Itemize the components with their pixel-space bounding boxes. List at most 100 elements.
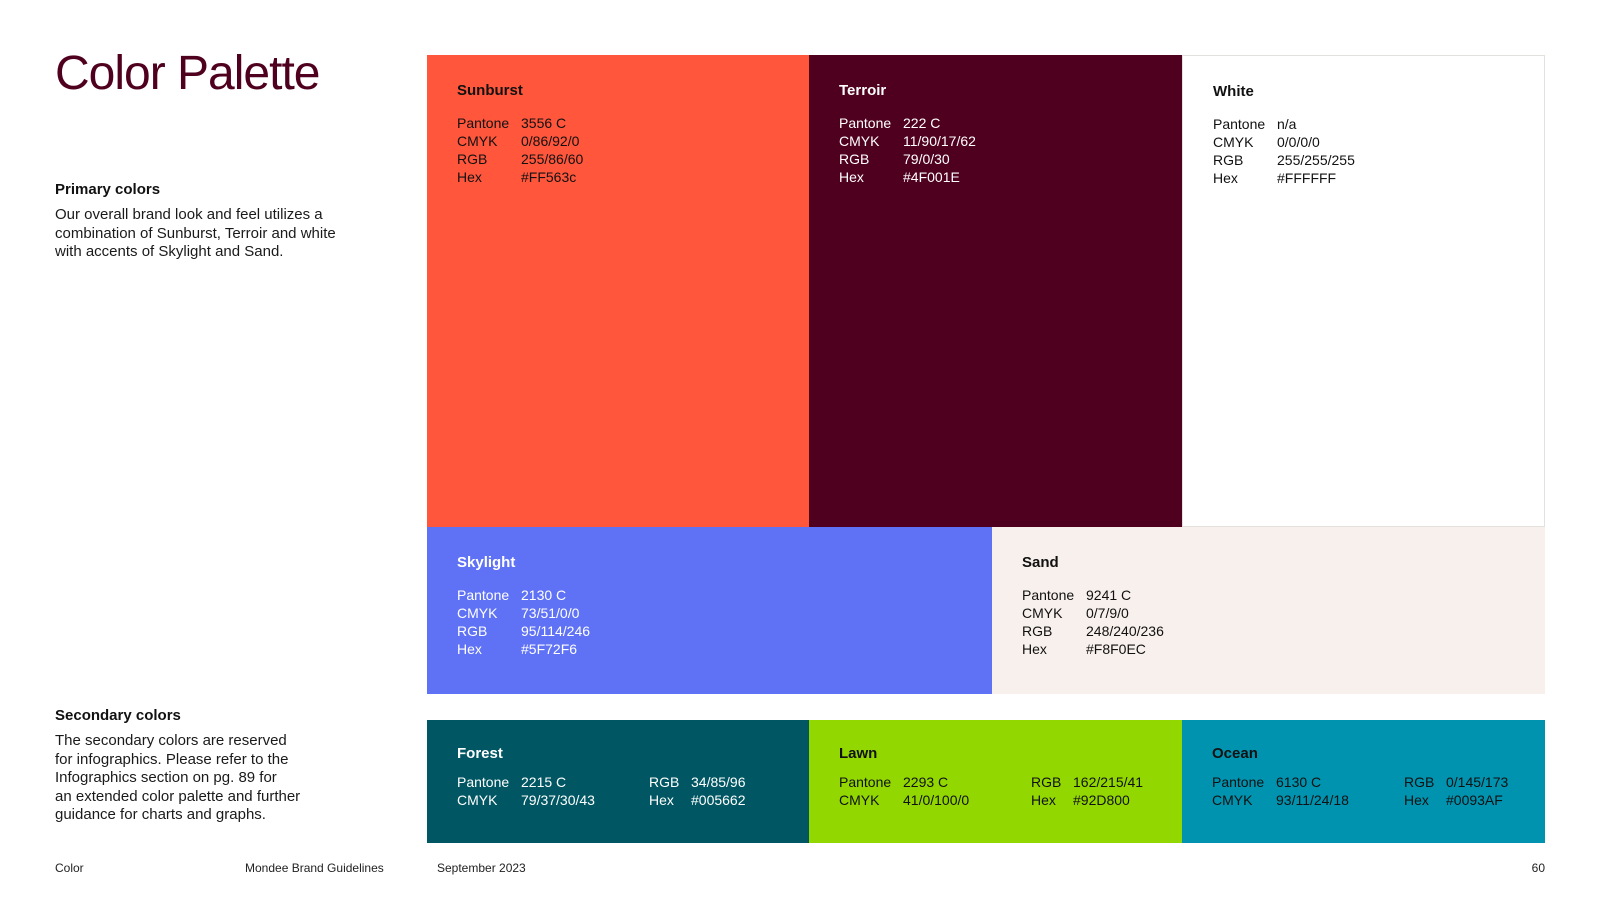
spec-label-cmyk: CMYK	[457, 605, 498, 621]
spec-label-rgb: RGB	[1404, 774, 1435, 790]
swatch-name: Sand	[1022, 554, 1059, 571]
secondary-colors-heading: Secondary colors	[55, 707, 181, 724]
spec-value-hex: #FFFFFF	[1277, 170, 1337, 186]
primary-colors-heading: Primary colors	[55, 181, 161, 198]
spec-label-hex: Hex	[1404, 792, 1429, 808]
footer-document-title: Mondee Brand Guidelines	[245, 861, 384, 875]
spec-label-cmyk: CMYK	[1212, 792, 1253, 808]
spec-label-hex: Hex	[649, 792, 674, 808]
spec-label-rgb: RGB	[457, 623, 488, 639]
spec-value-rgb: 79/0/30	[903, 151, 950, 167]
secondary-colors-body: The secondary colors are reserved for in…	[55, 732, 301, 823]
page-title: Color Palette	[55, 47, 320, 100]
primary-colors-body: Our overall brand look and feel utilizes…	[55, 206, 336, 260]
spec-value-hex: #FF563c	[521, 169, 577, 185]
spec-label-rgb: RGB	[839, 151, 870, 167]
swatch-name: Sunburst	[457, 82, 523, 99]
spec-value-pantone: n/a	[1277, 116, 1297, 132]
swatch-name: Skylight	[457, 554, 516, 571]
spec-value-rgb: 95/114/246	[521, 623, 591, 639]
spec-value-pantone: 9241 C	[1086, 587, 1132, 603]
spec-label-pantone: Pantone	[1022, 587, 1075, 603]
spec-label-pantone: Pantone	[1213, 116, 1266, 132]
footer-section-label: Color	[55, 861, 84, 875]
swatch-spec: Pantone 6130 C CMYK 93/11/24/18 RGB 0/145/1…	[1212, 773, 1515, 809]
spec-value-pantone: 6130 C	[1276, 774, 1322, 790]
spec-label-hex: Hex	[457, 641, 482, 657]
swatch-name: Terroir	[839, 82, 887, 99]
spec-label-cmyk: CMYK	[839, 792, 880, 808]
spec-value-hex: #4F001E	[903, 169, 960, 185]
secondary-colors-intro: Secondary colors The secondary colors ar…	[55, 707, 375, 825]
spec-value-hex: #5F72F6	[521, 641, 578, 657]
spec-label-hex: Hex	[1213, 170, 1238, 186]
spec-value-pantone: 222 C	[903, 115, 941, 131]
spec-value-rgb: 248/240/236	[1086, 623, 1164, 639]
spec-label-cmyk: CMYK	[1213, 134, 1254, 150]
swatch-sunburst: Sunburst Pantone 3556 C CMYK 0/86/92/0 RGB…	[427, 55, 809, 527]
swatch-spec: Pantone 3556 C CMYK 0/86/92/0 RGB 255/86/60…	[457, 114, 779, 186]
spec-value-cmyk: 0/0/0/0	[1277, 134, 1320, 150]
swatch-ocean: Ocean Pantone 6130 C CMYK 93/11/24/18 RGB 0…	[1182, 720, 1545, 843]
swatch-spec: Pantone 2293 C CMYK 41/0/100/0 RGB 162/215/…	[839, 773, 1152, 809]
swatch-white: White Pantone n/a CMYK 0/0/0/0 RGB 255/255/…	[1182, 55, 1545, 527]
footer-page-number: 60	[1531, 861, 1545, 875]
spec-value-rgb: 255/255/255	[1277, 152, 1355, 168]
spec-label-pantone: Pantone	[457, 115, 510, 131]
spec-value-cmyk: 0/7/9/0	[1086, 605, 1129, 621]
spec-label-pantone: Pantone	[1212, 774, 1265, 790]
swatch-skylight: Skylight Pantone 2130 C CMYK 73/51/0/0 RGB…	[427, 527, 992, 694]
swatch-spec: Pantone n/a CMYK 0/0/0/0 RGB 255/255/255 He…	[1213, 115, 1514, 187]
swatch-sand: Sand Pantone 9241 C CMYK 0/7/9/0 RGB 248/24…	[992, 527, 1545, 694]
spec-value-rgb: 255/86/60	[521, 151, 584, 167]
spec-label-pantone: Pantone	[457, 774, 510, 790]
swatch-terroir: Terroir Pantone 222 C CMYK 11/90/17/62 RGB…	[809, 55, 1182, 527]
footer-date: September 2023	[437, 861, 526, 875]
swatch-forest: Forest Pantone 2215 C CMYK 79/37/30/43 RGB…	[427, 720, 809, 843]
spec-value-cmyk: 41/0/100/0	[903, 792, 970, 808]
spec-label-rgb: RGB	[457, 151, 488, 167]
spec-value-cmyk: 73/51/0/0	[521, 605, 580, 621]
spec-value-pantone: 3556 C	[521, 115, 567, 131]
spec-label-cmyk: CMYK	[839, 133, 880, 149]
swatch-name: White	[1213, 83, 1254, 100]
spec-label-hex: Hex	[1022, 641, 1047, 657]
swatch-name: Lawn	[839, 745, 878, 762]
spec-label-pantone: Pantone	[839, 774, 892, 790]
spec-value-hex: #F8F0EC	[1086, 641, 1146, 657]
spec-value-pantone: 2130 C	[521, 587, 567, 603]
spec-value-rgb: 162/215/41	[1073, 774, 1144, 790]
spec-label-pantone: Pantone	[457, 587, 510, 603]
spec-label-rgb: RGB	[1031, 774, 1062, 790]
spec-value-cmyk: 11/90/17/62	[903, 133, 976, 149]
spec-label-hex: Hex	[839, 169, 864, 185]
spec-value-hex: #92D800	[1073, 792, 1130, 808]
spec-label-rgb: RGB	[1213, 152, 1244, 168]
spec-value-pantone: 2215 C	[521, 774, 567, 790]
spec-value-pantone: 2293 C	[903, 774, 949, 790]
swatch-spec: Pantone 2215 C CMYK 79/37/30/43 RGB 34/85/9…	[457, 773, 779, 809]
spec-value-rgb: 34/85/96	[691, 774, 746, 790]
swatch-name: Forest	[457, 745, 503, 762]
swatch-spec: Pantone 2130 C CMYK 73/51/0/0 RGB 95/114/24…	[457, 586, 962, 658]
swatch-lawn: Lawn Pantone 2293 C CMYK 41/0/100/0 RGB 162…	[809, 720, 1182, 843]
swatch-name: Ocean	[1212, 745, 1258, 762]
spec-value-cmyk: 93/11/24/18	[1276, 792, 1349, 808]
spec-value-hex: #005662	[691, 792, 746, 808]
spec-label-cmyk: CMYK	[1022, 605, 1063, 621]
spec-value-cmyk: 0/86/92/0	[521, 133, 580, 149]
spec-label-hex: Hex	[457, 169, 482, 185]
primary-colors-intro: Primary colors Our overall brand look an…	[55, 181, 375, 262]
spec-value-hex: #0093AF	[1446, 792, 1503, 808]
spec-value-rgb: 0/145/173	[1446, 774, 1509, 790]
swatch-spec: Pantone 222 C CMYK 11/90/17/62 RGB 79/0/30 …	[839, 114, 1152, 186]
swatch-spec: Pantone 9241 C CMYK 0/7/9/0 RGB 248/240/236…	[1022, 586, 1515, 658]
spec-value-cmyk: 79/37/30/43	[521, 792, 595, 808]
spec-label-pantone: Pantone	[839, 115, 892, 131]
spec-label-cmyk: CMYK	[457, 792, 498, 808]
spec-label-cmyk: CMYK	[457, 133, 498, 149]
spec-label-hex: Hex	[1031, 792, 1056, 808]
spec-label-rgb: RGB	[649, 774, 680, 790]
spec-label-rgb: RGB	[1022, 623, 1053, 639]
